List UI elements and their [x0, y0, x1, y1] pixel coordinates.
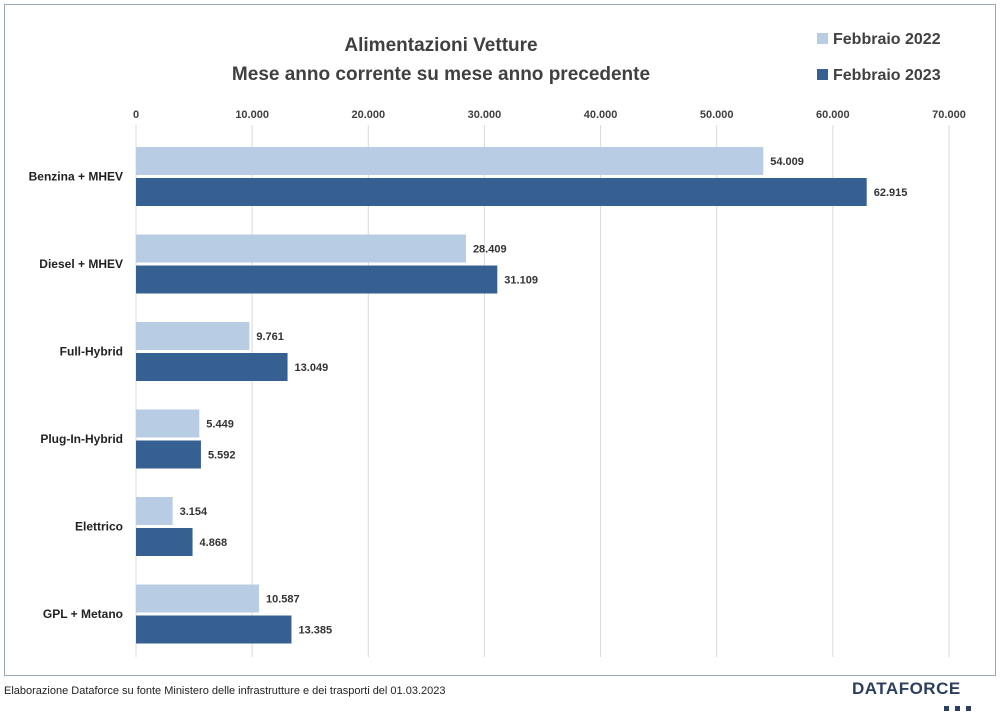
legend: Febbraio 2022 Febbraio 2023: [817, 31, 941, 84]
x-tick-label: 0: [133, 109, 139, 121]
legend-swatch: [817, 33, 828, 44]
chart-title: Alimentazioni Vetture: [344, 35, 537, 56]
data-label: 9.761: [256, 331, 284, 343]
data-label: 10.587: [266, 594, 300, 606]
data-label: 4.868: [200, 537, 228, 549]
category-label: Benzina + MHEV: [29, 170, 123, 184]
data-label: 5.592: [208, 450, 236, 462]
data-label: 3.154: [180, 506, 208, 518]
bar: [136, 528, 193, 556]
x-tick-label: 70.000: [932, 109, 966, 121]
category-labels: Benzina + MHEV Diesel + MHEV Full-Hybrid Pl…: [29, 170, 123, 622]
chart-frame: Alimentazioni Vetture Mese anno corrente…: [4, 4, 996, 676]
chart-subtitle: Mese anno corrente su mese anno preceden…: [232, 64, 650, 85]
dataforce-logo: DATAFORCE: [852, 679, 961, 698]
bar: [136, 322, 250, 350]
data-label: 62.915: [874, 187, 908, 199]
bar: [136, 147, 764, 175]
x-axis-tick-labels: 0 10.000 20.000 30.000 40.000 50.000 60.000 70.…: [133, 109, 966, 121]
data-label: 31.109: [504, 275, 538, 287]
gridlines: [135, 125, 950, 657]
bar: [136, 178, 867, 206]
legend-label: Febbraio 2023: [833, 67, 941, 84]
legend-label: Febbraio 2022: [833, 31, 941, 48]
data-label: 13.385: [298, 625, 332, 637]
data-label: 54.009: [770, 156, 804, 168]
category-label: Elettrico: [75, 520, 123, 534]
data-label: 28.409: [473, 244, 507, 256]
bar: [136, 265, 498, 294]
category-label: Plug-In-Hybrid: [40, 432, 123, 446]
bar: [136, 409, 200, 438]
x-tick-label: 20.000: [351, 109, 385, 121]
data-labels: 54.009 62.915 28.409 31.109 9.761 13.049 5.449…: [180, 156, 908, 637]
category-label: Diesel + MHEV: [39, 257, 123, 271]
bar-chart: Alimentazioni Vetture Mese anno corrente…: [29, 31, 966, 657]
bar: [136, 497, 173, 525]
bars: [136, 147, 867, 644]
data-label: 13.049: [295, 362, 329, 374]
bar: [136, 440, 201, 469]
bar: [136, 615, 292, 644]
category-label: GPL + Metano: [43, 607, 123, 621]
logo-dots: [944, 698, 977, 716]
bar: [136, 234, 466, 263]
x-tick-label: 10.000: [235, 109, 269, 121]
data-label: 5.449: [206, 419, 234, 431]
bar: [136, 584, 259, 613]
category-label: Full-Hybrid: [60, 345, 123, 359]
bar: [136, 353, 288, 381]
x-tick-label: 50.000: [700, 109, 734, 121]
source-note: Elaborazione Dataforce su fonte Minister…: [4, 685, 446, 697]
x-tick-label: 40.000: [584, 109, 618, 121]
legend-swatch: [817, 69, 828, 80]
x-tick-label: 60.000: [816, 109, 850, 121]
x-tick-label: 30.000: [468, 109, 502, 121]
